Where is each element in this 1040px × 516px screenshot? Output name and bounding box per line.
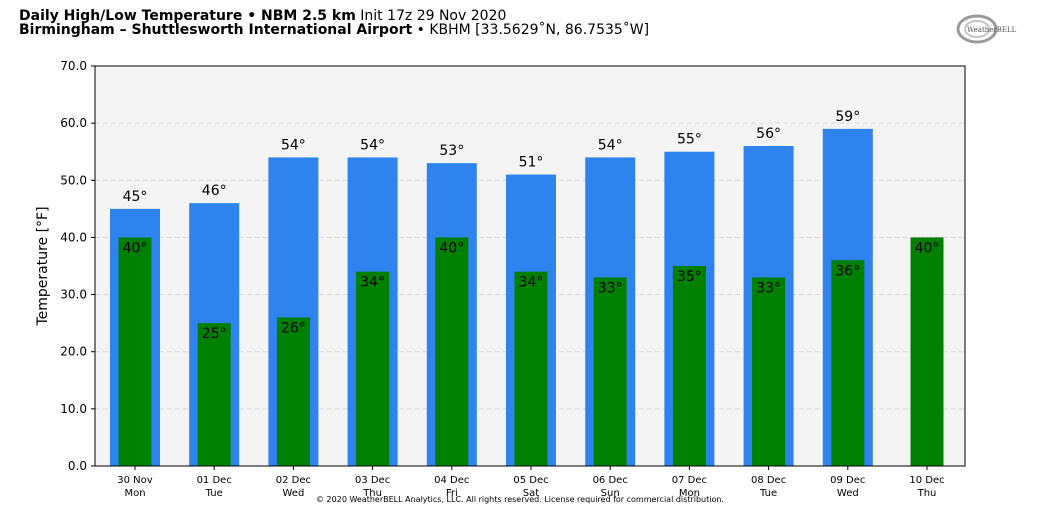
x-tick-date: 03 Dec (355, 475, 390, 486)
plot-frame (94, 65, 966, 467)
low-temp-label: 35° (677, 269, 702, 285)
y-tick-label: 10.0 (60, 402, 87, 416)
y-tick-label: 40.0 (60, 230, 87, 244)
low-temp-label: 33° (598, 280, 623, 296)
high-temp-label: 54° (281, 137, 306, 153)
init-time: Init 17z 29 Nov 2020 (360, 8, 507, 24)
low-temp-label: 36° (835, 263, 860, 279)
x-tick-weekday: Fri (446, 488, 458, 499)
x-tick-weekday: Mon (679, 488, 700, 499)
x-tick-weekday: Wed (282, 488, 304, 499)
weatherbell-swirl-logo: WeatherBELL (956, 14, 1017, 44)
x-tick-date: 30 Nov (117, 475, 153, 486)
x-tick-weekday: Tue (205, 488, 223, 499)
x-tick-weekday: Tue (759, 488, 777, 499)
low-temp-label: 26° (281, 320, 306, 336)
x-tick-weekday: Sat (523, 488, 539, 499)
low-temp-label: 33° (756, 280, 781, 296)
x-tick-weekday: Wed (837, 488, 859, 499)
high-temp-label: 59° (835, 109, 860, 125)
low-temp-bar (514, 271, 548, 466)
y-tick-label: 20.0 (60, 345, 87, 359)
low-temp-label: 40° (915, 240, 940, 256)
x-tick-date: 01 Dec (197, 475, 232, 486)
x-tick-weekday: Thu (362, 488, 382, 499)
x-tick-weekday: Sun (601, 488, 620, 499)
low-temp-label: 25° (202, 326, 227, 342)
high-temp-label: 55° (677, 132, 702, 148)
logo-text: WeatherBELL (967, 26, 1017, 34)
x-tick-weekday: Thu (917, 488, 937, 499)
x-tick-date: 09 Dec (830, 475, 865, 486)
x-tick-date: 08 Dec (751, 475, 786, 486)
low-temp-bar (593, 277, 627, 466)
low-temp-label: 34° (360, 275, 385, 291)
x-tick-date: 06 Dec (593, 475, 628, 486)
high-temp-label: 53° (439, 143, 464, 159)
low-temp-bar (435, 237, 469, 466)
location-name: Birmingham – Shuttlesworth International… (19, 22, 413, 38)
x-tick-weekday: Mon (124, 488, 145, 499)
x-tick-date: 07 Dec (672, 475, 707, 486)
high-temp-label: 46° (202, 183, 227, 199)
station-info: • KBHM [33.5629˚N, 86.7535˚W] (416, 22, 650, 38)
x-tick-date: 02 Dec (276, 475, 311, 486)
copyright-footer: © 2020 WeatherBELL Analytics, LLC. All r… (316, 495, 724, 504)
low-temp-label: 34° (519, 275, 544, 291)
y-axis-label: Temperature [°F] (35, 206, 51, 326)
y-tick-label: 0.0 (68, 459, 87, 473)
y-tick-label: 50.0 (60, 173, 87, 187)
low-temp-label: 40° (439, 240, 464, 256)
low-temp-bar (276, 317, 310, 466)
low-temp-bar (672, 266, 706, 466)
low-temp-bar (752, 277, 786, 466)
high-temp-label: 54° (360, 137, 385, 153)
y-tick-label: 30.0 (60, 288, 87, 302)
low-temp-bar (910, 237, 944, 466)
title-main: Daily High/Low Temperature • NBM 2.5 km (19, 8, 356, 24)
high-temp-label: 51° (519, 155, 544, 171)
high-temp-label: 45° (123, 189, 148, 205)
chart-title: Daily High/Low Temperature • NBM 2.5 km … (19, 9, 506, 24)
y-tick-label: 70.0 (60, 59, 87, 73)
x-tick-date: 05 Dec (513, 475, 548, 486)
x-tick-date: 04 Dec (434, 475, 469, 486)
low-temp-label: 40° (123, 240, 148, 256)
low-temp-bar (356, 271, 390, 466)
y-tick-label: 60.0 (60, 116, 87, 130)
chart-subtitle: Birmingham – Shuttlesworth International… (19, 23, 649, 38)
high-temp-label: 56° (756, 126, 781, 142)
low-temp-bar (118, 237, 152, 466)
low-temp-bar (197, 323, 231, 466)
low-temp-bar (831, 260, 865, 466)
high-temp-label: 54° (598, 137, 623, 153)
x-tick-date: 10 Dec (909, 475, 944, 486)
